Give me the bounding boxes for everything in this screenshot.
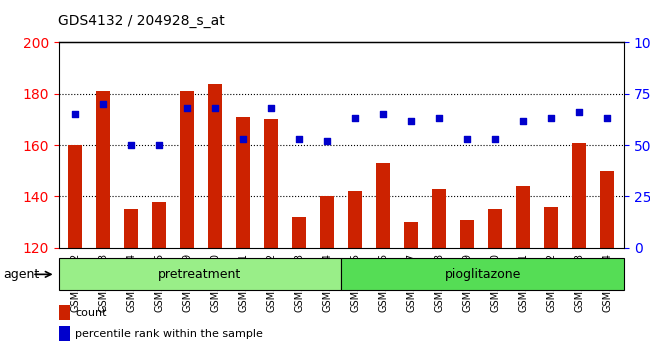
Point bbox=[462, 136, 473, 142]
Point bbox=[518, 118, 528, 123]
Text: percentile rank within the sample: percentile rank within the sample bbox=[75, 329, 263, 339]
Text: GDS4132 / 204928_s_at: GDS4132 / 204928_s_at bbox=[58, 14, 226, 28]
Point bbox=[350, 116, 361, 121]
Bar bbox=[544, 207, 558, 248]
Point bbox=[182, 105, 192, 111]
Point bbox=[238, 136, 248, 142]
Point bbox=[378, 112, 389, 117]
FancyBboxPatch shape bbox=[341, 258, 624, 290]
Bar bbox=[460, 219, 474, 248]
Point bbox=[490, 136, 501, 142]
Point bbox=[322, 138, 332, 144]
Bar bbox=[58, 326, 70, 341]
Bar bbox=[404, 222, 418, 248]
Point bbox=[154, 142, 164, 148]
Point bbox=[210, 105, 220, 111]
Point bbox=[406, 118, 417, 123]
Point bbox=[434, 116, 445, 121]
Bar bbox=[152, 202, 166, 248]
Bar bbox=[292, 217, 306, 248]
Text: pretreatment: pretreatment bbox=[158, 268, 242, 281]
Bar bbox=[68, 145, 83, 248]
Bar bbox=[320, 196, 334, 248]
Text: agent: agent bbox=[3, 268, 39, 281]
Bar bbox=[376, 163, 390, 248]
Point bbox=[294, 136, 304, 142]
Point bbox=[70, 112, 81, 117]
FancyBboxPatch shape bbox=[58, 258, 341, 290]
Bar bbox=[572, 143, 586, 248]
Bar bbox=[96, 91, 110, 248]
Bar bbox=[236, 117, 250, 248]
Bar bbox=[58, 305, 70, 320]
Text: count: count bbox=[75, 308, 107, 318]
Bar bbox=[488, 209, 502, 248]
Bar bbox=[208, 84, 222, 248]
Bar bbox=[432, 189, 447, 248]
Point bbox=[602, 116, 612, 121]
Bar bbox=[600, 171, 614, 248]
Bar bbox=[180, 91, 194, 248]
Point bbox=[546, 116, 556, 121]
Point bbox=[266, 105, 276, 111]
Point bbox=[126, 142, 136, 148]
Bar bbox=[265, 120, 278, 248]
Text: pioglitazone: pioglitazone bbox=[445, 268, 521, 281]
Bar bbox=[124, 209, 138, 248]
Bar bbox=[516, 186, 530, 248]
Point bbox=[98, 101, 109, 107]
Bar bbox=[348, 191, 362, 248]
Point bbox=[574, 109, 584, 115]
